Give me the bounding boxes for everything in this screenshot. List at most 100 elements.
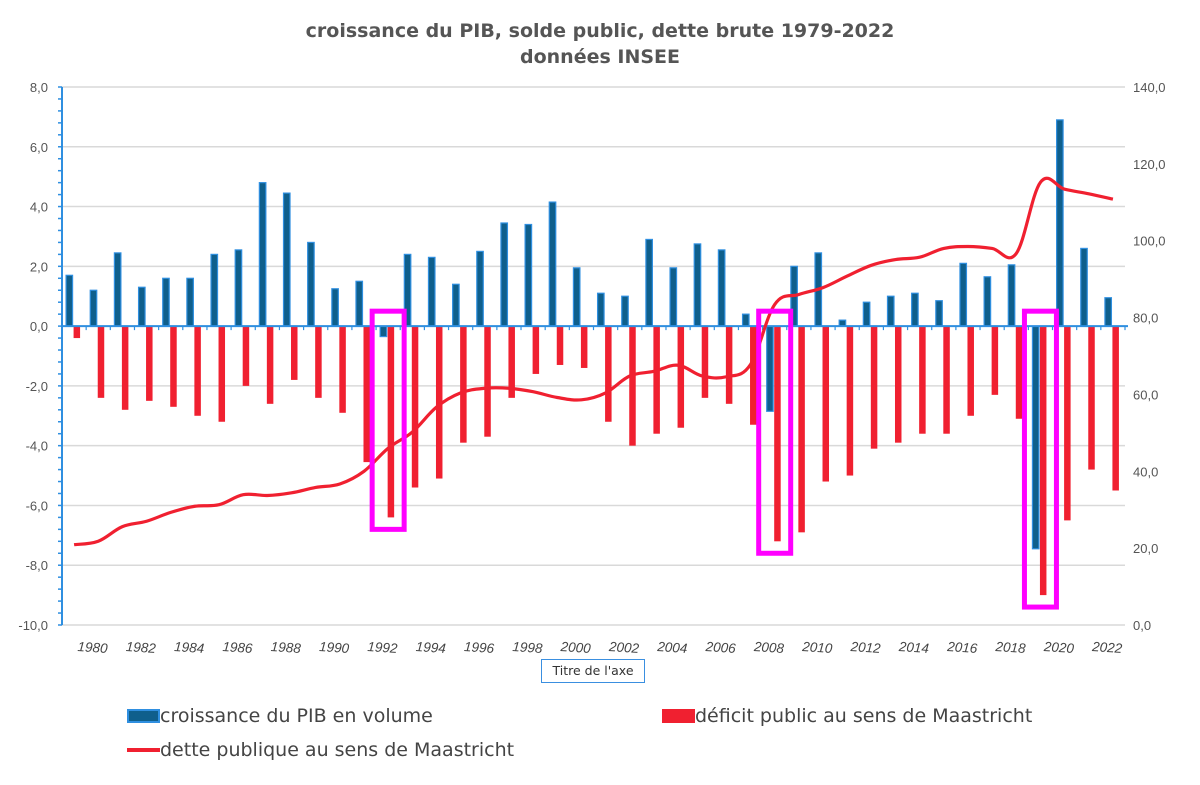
x-axis-tick-label: 2018	[994, 639, 1026, 656]
gdp-growth-bar	[717, 249, 726, 327]
deficit-bar	[315, 326, 322, 398]
gdp-growth-bar	[427, 256, 436, 327]
x-axis-title[interactable]: Titre de l'axe	[541, 659, 645, 683]
deficit-bar	[97, 326, 105, 398]
gdp-growth-bar	[1080, 247, 1088, 327]
deficit-bar	[484, 326, 491, 437]
gdp-growth-bar	[282, 192, 291, 327]
right-axis-tick-label: 20,0	[1133, 541, 1158, 556]
gdp-growth-bar	[572, 267, 581, 327]
deficit-bar	[242, 326, 250, 386]
x-axis-tick-label: 2004	[656, 639, 688, 656]
public-debt-line	[73, 176, 1114, 547]
x-axis-tick-label: 1998	[512, 639, 543, 656]
gdp-growth-bar	[65, 274, 74, 327]
gdp-growth-bar	[355, 280, 364, 327]
deficit-bar	[170, 326, 177, 407]
gdp-growth-bar	[137, 286, 146, 327]
gdp-growth-bar	[959, 262, 968, 327]
x-axis-tick-label: 2020	[1042, 639, 1074, 656]
gdp-growth-bar	[89, 289, 98, 327]
deficit-bar	[435, 326, 443, 479]
gdp-growth-bar	[162, 277, 170, 327]
deficit-bar	[943, 326, 950, 434]
deficit-bar	[218, 326, 226, 422]
deficit-bar	[363, 326, 370, 463]
gdp-growth-bar	[983, 276, 992, 327]
gdp-growth-bar	[210, 253, 219, 327]
left-axis-tick-label: 0,0	[30, 319, 48, 334]
deficit-bar	[532, 326, 540, 374]
deficit-bar	[1088, 326, 1095, 470]
deficit-bar	[1039, 326, 1047, 596]
right-axis-tick-label: 40,0	[1133, 464, 1158, 479]
x-axis-tick-label: 1984	[174, 639, 205, 656]
gdp-growth-bar	[500, 222, 509, 327]
deficit-bar	[146, 326, 153, 401]
x-axis-tick-label: 1986	[222, 639, 253, 656]
gdp-growth-bar	[307, 241, 315, 327]
x-axis-tick-label: 2002	[608, 639, 640, 656]
gdp-growth-bar	[886, 295, 895, 327]
deficit-bar	[266, 326, 274, 404]
deficit-bar	[701, 326, 709, 398]
deficit-bar	[194, 326, 201, 416]
deficit-bar	[339, 326, 346, 413]
x-axis-tick-label: 1994	[415, 639, 446, 656]
right-axis-tick-label: 120,0	[1133, 157, 1166, 172]
deficit-bar	[967, 326, 974, 416]
deficit-bar	[73, 326, 81, 339]
right-axis-tick-label: 0,0	[1133, 618, 1151, 633]
gdp-growth-bar	[596, 292, 605, 327]
deficit-bar	[991, 326, 999, 395]
legend-label-gdp: croissance du PIB en volume	[160, 705, 433, 727]
gdp-growth-bar	[741, 313, 750, 327]
gdp-growth-bar	[452, 283, 460, 327]
right-axis-tick-label: 100,0	[1133, 234, 1166, 249]
deficit-bar	[750, 326, 757, 425]
legend-label-debt: dette publique au sens de Maastricht	[160, 739, 515, 761]
deficit-bar	[1015, 326, 1023, 419]
deficit-bar	[291, 326, 298, 380]
gdp-growth-bar	[379, 325, 388, 338]
deficit-bar	[580, 326, 588, 368]
gdp-growth-bar	[1056, 119, 1064, 327]
deficit-bar	[894, 326, 902, 443]
gdp-growth-bar	[669, 267, 678, 327]
x-axis-tick-label: 1980	[77, 639, 108, 656]
deficit-bar	[774, 326, 781, 542]
gdp-growth-bar	[862, 301, 871, 327]
x-axis-tick-label: 1990	[319, 639, 350, 656]
deficit-bar	[605, 326, 612, 422]
deficit-bar	[387, 326, 395, 518]
x-axis-tick-label: 2006	[704, 639, 736, 656]
gdp-growth-bar	[331, 288, 339, 327]
deficit-bar	[822, 326, 830, 482]
legend-item-gdp[interactable]: croissance du PIB en volume	[127, 705, 433, 727]
x-axis-tick-label: 2014	[897, 639, 929, 656]
x-axis-tick-label: 2008	[752, 639, 784, 656]
left-axis-tick-label: 6,0	[30, 140, 48, 155]
gdp-growth-bar	[693, 243, 702, 327]
gdp-growth-bar	[258, 182, 267, 327]
deficit-bar	[629, 326, 636, 446]
gdp-growth-bar	[1007, 264, 1016, 327]
x-axis-tick-label: 1992	[367, 639, 398, 656]
deficit-bar	[870, 326, 878, 449]
deficit-bar	[846, 326, 854, 476]
left-axis-tick-label: -10,0	[18, 618, 48, 633]
gdp-growth-bar	[645, 238, 653, 327]
gdp-growth-bar	[911, 292, 919, 327]
legend-swatch-deficit	[662, 709, 695, 723]
x-axis-tick-label: 2012	[849, 639, 881, 656]
legend-item-deficit[interactable]: déficit public au sens de Maastricht	[662, 705, 1032, 727]
deficit-bar	[460, 326, 467, 443]
left-axis-tick-label: -8,0	[26, 558, 48, 573]
chart-subtitle: données INSEE	[519, 46, 680, 68]
left-axis-tick-label: 2,0	[30, 259, 48, 274]
deficit-bar	[1064, 326, 1071, 521]
highlight-box	[369, 308, 407, 532]
highlight-box	[1021, 308, 1059, 610]
legend-swatch-gdp	[127, 709, 160, 723]
legend-item-debt[interactable]: dette publique au sens de Maastricht	[127, 739, 514, 761]
